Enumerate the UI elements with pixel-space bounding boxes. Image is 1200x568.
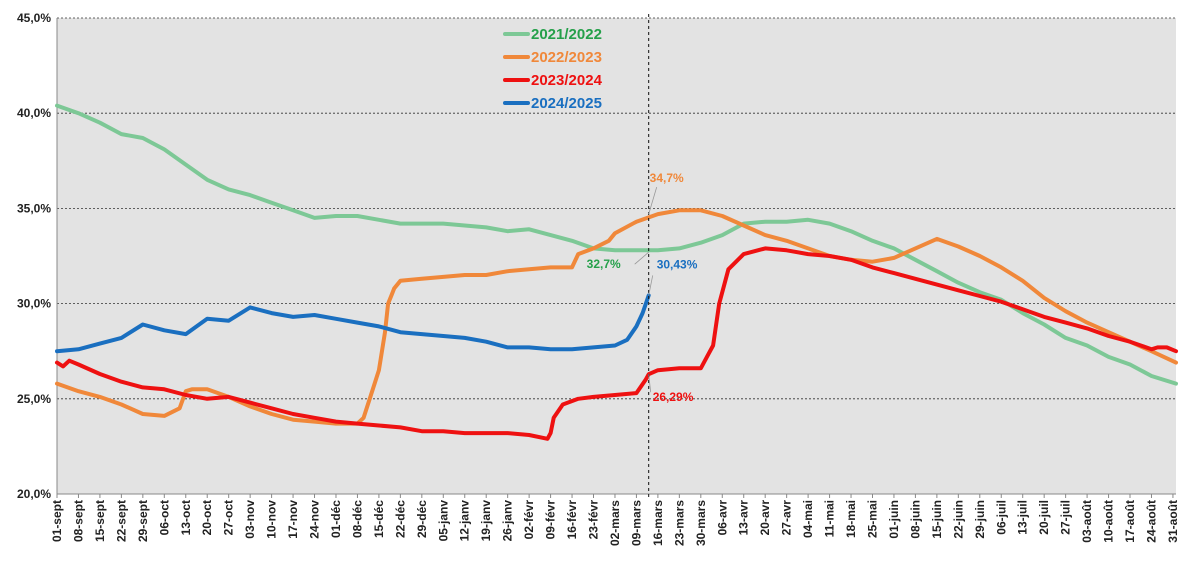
- series-line-2021-2022: [55, 103, 1178, 386]
- y-tick-label: 30,0%: [17, 297, 51, 311]
- legend: 2021/2022 2022/2023 2023/2024 2024/2025: [503, 26, 603, 112]
- y-tick-label: 45,0%: [17, 11, 51, 25]
- annotation-label: 32,7%: [587, 257, 621, 271]
- x-tick-label: 22-sept: [114, 500, 128, 542]
- x-tick-label: 31-août: [1166, 500, 1180, 543]
- x-tick-label: 19-janv: [479, 500, 493, 542]
- x-tick-label: 10-août: [1102, 500, 1116, 543]
- x-tick-label: 24-nov: [308, 500, 322, 539]
- annotation-label: 30,43%: [657, 257, 698, 271]
- x-tick-label: 20-oct: [200, 500, 214, 535]
- x-tick-label: 13-oct: [179, 500, 193, 535]
- x-tick-label: 17-nov: [286, 500, 300, 539]
- x-tick-label: 15-sept: [93, 500, 107, 542]
- annotation-leader: [634, 251, 649, 265]
- series-line-2023-2024: [55, 246, 1178, 441]
- x-tick-label: 01-déc: [329, 500, 343, 538]
- legend-label: 2021/2022: [531, 26, 602, 43]
- x-tick-label: 15-déc: [372, 500, 386, 538]
- x-tick-label: 13-juil: [1016, 500, 1030, 535]
- x-tick-label: 23-mars: [672, 500, 686, 546]
- x-tick-label: 18-mai: [844, 500, 858, 538]
- x-tick-label: 01-sept: [50, 500, 64, 542]
- series-lines: [55, 103, 1178, 441]
- x-tick-label: 04-mai: [801, 500, 815, 538]
- x-tick-label: 27-oct: [222, 500, 236, 535]
- value-annotations: 34,7% 32,7% 30,43% 26,29%: [587, 171, 698, 404]
- x-tick-label: 10-nov: [265, 500, 279, 539]
- x-tick-label: 09-févr: [544, 500, 558, 540]
- x-tick-label: 25-mai: [865, 500, 879, 538]
- x-axis-ticks: 01-sept 08-sept 15-sept 22-sept 29-sept 06-oc…: [50, 494, 1180, 546]
- annotation-label: 26,29%: [653, 390, 694, 404]
- x-tick-label: 16-mars: [651, 500, 665, 546]
- x-tick-label: 08-juin: [908, 500, 922, 539]
- annotation-leader: [648, 186, 658, 215]
- x-tick-label: 13-avr: [737, 500, 751, 536]
- legend-label: 2024/2025: [531, 95, 602, 112]
- y-tick-label: 35,0%: [17, 201, 51, 215]
- y-tick-label: 20,0%: [17, 487, 51, 501]
- series-line-2024-2025: [55, 293, 651, 354]
- x-tick-label: 08-déc: [350, 500, 364, 538]
- annotation-label: 34,7%: [650, 171, 684, 185]
- x-tick-label: 06-avr: [715, 500, 729, 536]
- x-tick-label: 29-juin: [973, 500, 987, 539]
- legend-label: 2023/2024: [531, 72, 603, 89]
- x-tick-label: 09-mars: [629, 500, 643, 546]
- x-tick-label: 15-juin: [930, 500, 944, 539]
- y-tick-label: 40,0%: [17, 106, 51, 120]
- x-tick-label: 22-juin: [951, 500, 965, 539]
- x-tick-label: 16-févr: [565, 500, 579, 540]
- x-tick-label: 02-févr: [522, 500, 536, 540]
- x-tick-label: 03-août: [1080, 500, 1094, 543]
- x-tick-label: 29-sept: [136, 500, 150, 542]
- grid-lines: [56, 17, 1176, 495]
- x-tick-label: 06-oct: [157, 500, 171, 535]
- x-tick-label: 17-août: [1123, 500, 1137, 543]
- annotation-leader: [648, 374, 652, 393]
- y-tick-label: 25,0%: [17, 392, 51, 406]
- x-tick-label: 08-sept: [71, 500, 85, 542]
- x-tick-label: 11-mai: [823, 500, 837, 537]
- x-tick-label: 29-déc: [415, 500, 429, 538]
- x-tick-label: 03-nov: [243, 500, 257, 539]
- x-tick-label: 24-août: [1144, 500, 1158, 543]
- annotation-leader: [648, 275, 654, 296]
- x-tick-label: 20-juil: [1037, 500, 1051, 535]
- x-tick-label: 30-mars: [694, 500, 708, 546]
- x-tick-label: 01-juin: [887, 500, 901, 539]
- legend-label: 2022/2023: [531, 49, 602, 66]
- x-tick-label: 26-janv: [501, 500, 515, 542]
- x-tick-label: 27-juil: [1059, 500, 1073, 535]
- x-tick-label: 12-janv: [458, 500, 472, 542]
- x-tick-label: 02-mars: [608, 500, 622, 546]
- x-tick-label: 23-févr: [587, 500, 601, 540]
- x-tick-label: 22-déc: [393, 500, 407, 538]
- x-tick-label: 06-juil: [994, 500, 1008, 535]
- x-tick-label: 27-avr: [780, 500, 794, 536]
- y-axis-ticks: 20,0% 25,0% 30,0% 35,0% 40,0% 45,0%: [17, 11, 51, 501]
- plot-background: [57, 18, 1176, 494]
- x-tick-label: 20-avr: [758, 500, 772, 536]
- x-tick-label: 05-janv: [436, 500, 450, 542]
